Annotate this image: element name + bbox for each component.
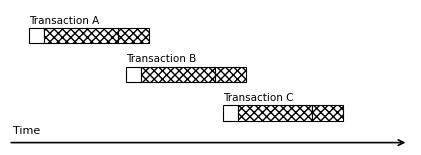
Bar bbox=[312, 105, 343, 121]
Bar bbox=[118, 28, 149, 43]
Bar bbox=[238, 105, 312, 121]
Bar bbox=[141, 67, 215, 82]
Bar bbox=[223, 105, 238, 121]
Text: Transaction B: Transaction B bbox=[126, 54, 197, 64]
Bar bbox=[215, 67, 246, 82]
Bar bbox=[44, 28, 118, 43]
Bar bbox=[126, 67, 141, 82]
Text: Transaction C: Transaction C bbox=[223, 93, 293, 103]
Bar bbox=[29, 28, 44, 43]
Text: Transaction A: Transaction A bbox=[29, 16, 100, 26]
Text: Time: Time bbox=[13, 126, 40, 136]
